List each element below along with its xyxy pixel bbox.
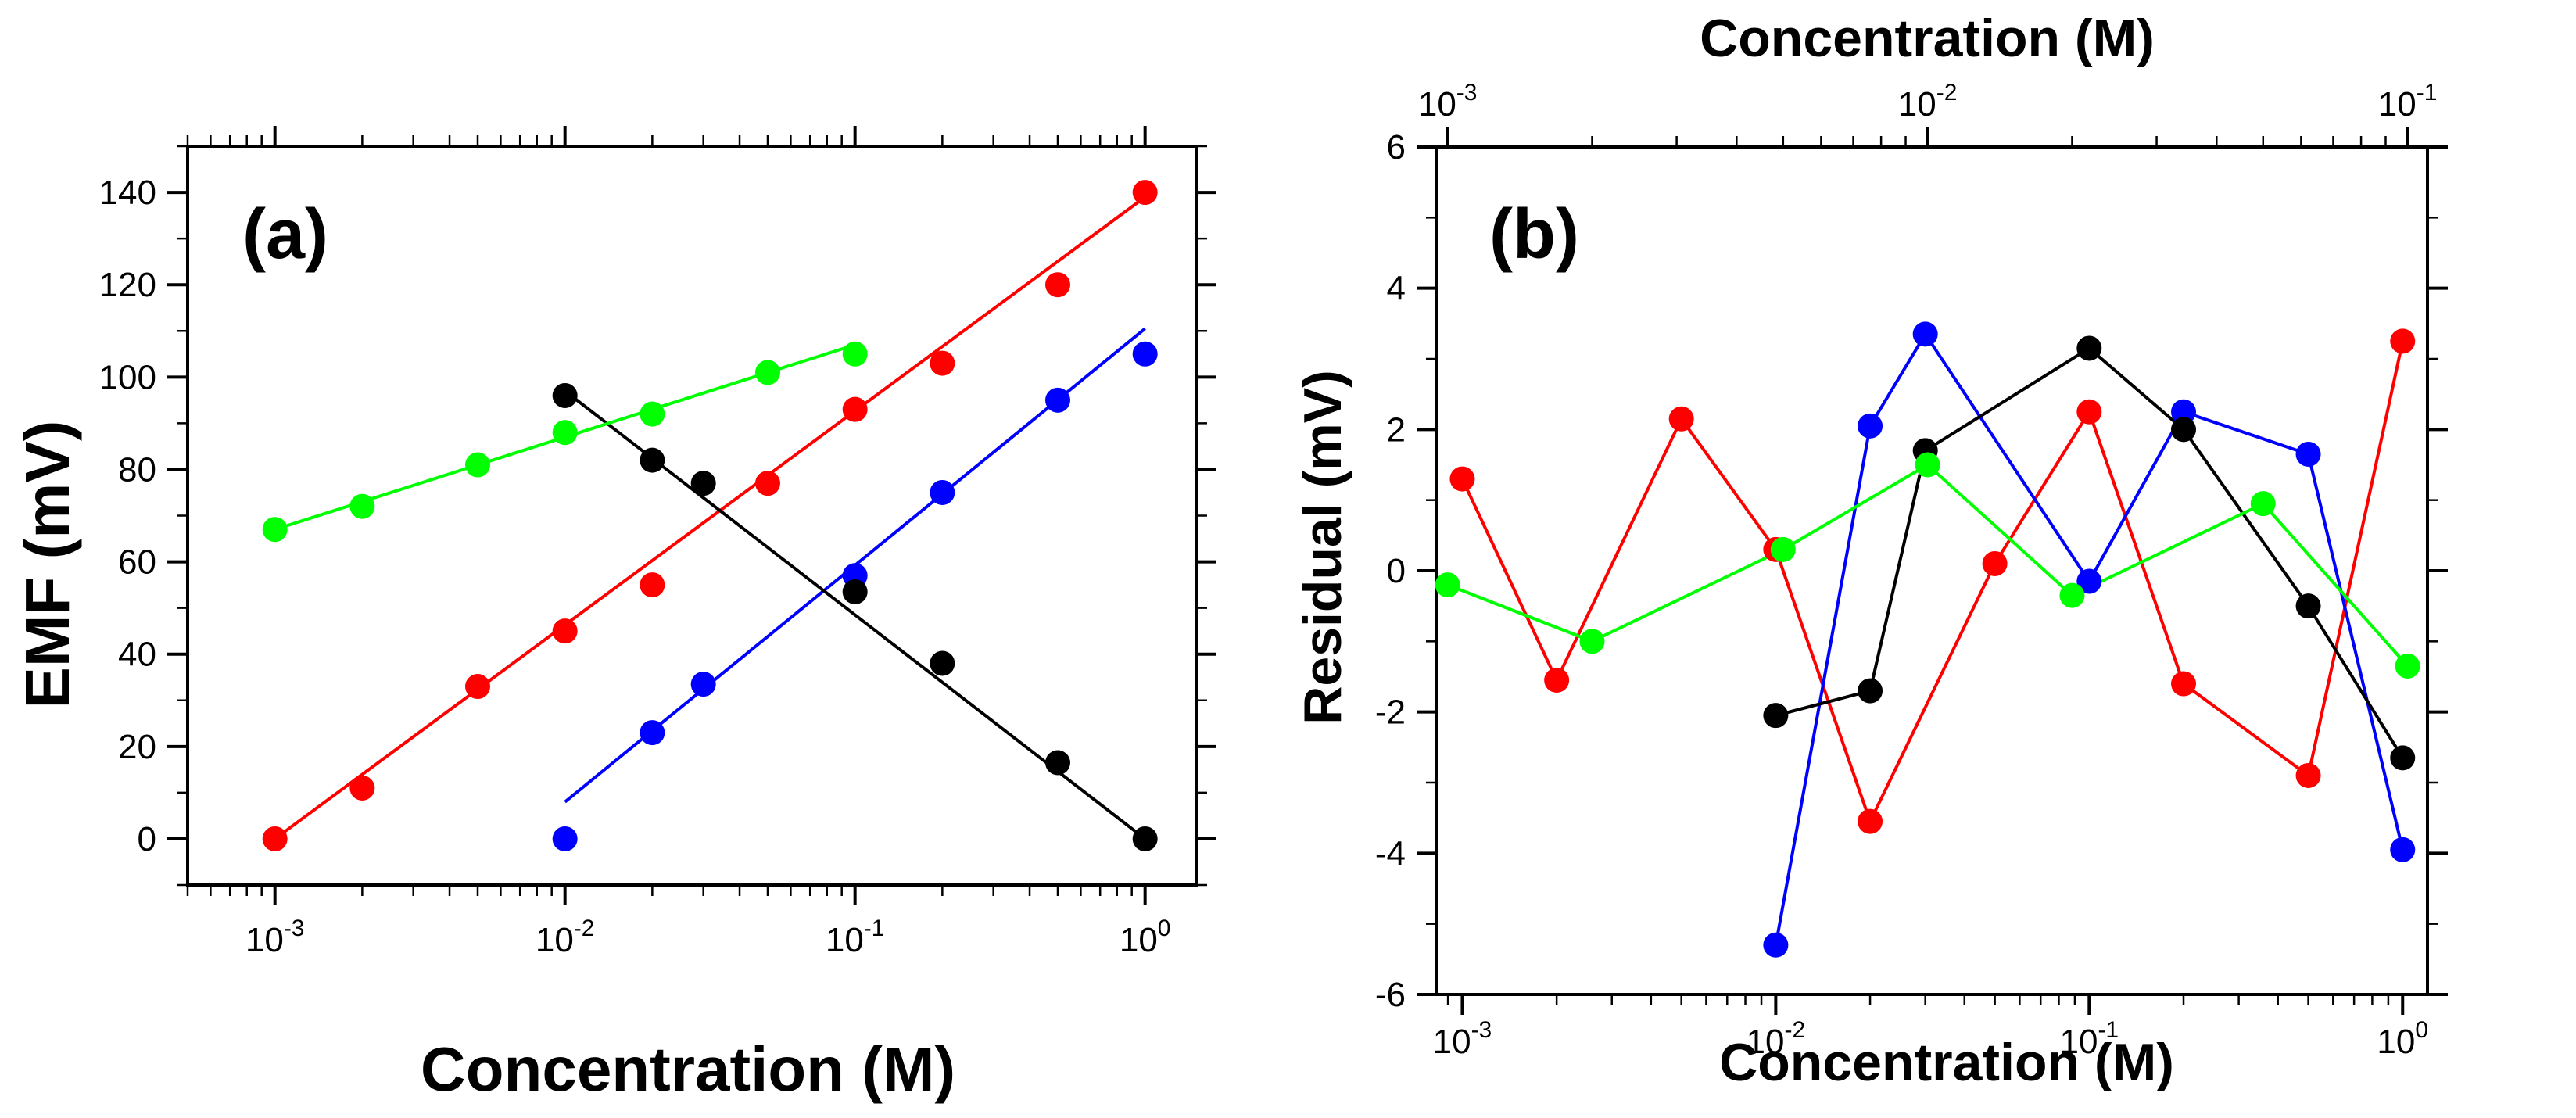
panel-b-point-blue <box>2390 837 2416 862</box>
panel-b-point-black <box>1763 703 1789 729</box>
panel-a-point-red <box>349 775 375 801</box>
panel-a-point-green <box>552 420 578 446</box>
panel-a-point-green <box>349 493 375 519</box>
panel-a-point-red <box>262 826 288 851</box>
panel-b-point-red <box>2295 762 2321 788</box>
panel-b-frame <box>1435 145 2429 996</box>
panel-a-point-black <box>552 382 578 408</box>
panel-a-point-black <box>640 447 665 473</box>
panel-b-ytick-label: 0 <box>1387 552 1406 590</box>
panel-a-xlabel: Concentration (M) <box>421 1034 955 1104</box>
panel-a-point-red <box>640 572 665 598</box>
panel-b-x2tick-label: 10-3 <box>1418 80 1478 124</box>
panel-b-point-green <box>2250 491 2276 517</box>
panel-b-point-red <box>1449 466 1475 492</box>
panel-a-point-black <box>930 650 955 676</box>
panel-b-ytick-label: 2 <box>1387 410 1406 449</box>
panel-b-x2tick-label: 10-1 <box>2378 80 2438 124</box>
panel-a-point-blue <box>930 479 955 505</box>
panel-b-point-red <box>2171 671 2197 697</box>
panel-b-x2tick-label: 10-2 <box>1898 80 1958 124</box>
panel-b-ytick-label: -4 <box>1375 834 1406 873</box>
panel-a-ytick-label: 80 <box>118 450 156 489</box>
panel-b-xtick-label: 100 <box>2377 1017 2428 1061</box>
panel-a-point-black <box>690 471 716 496</box>
panel-b-ytick-label: 4 <box>1387 270 1406 308</box>
panel-b-point-red <box>1668 406 1694 432</box>
panel-b-point-black <box>1858 678 1883 704</box>
panel-a-ylabel: EMF (mV) <box>13 421 82 709</box>
panel-a-ytick-label: 100 <box>99 358 156 396</box>
panel-a-ytick-label: 140 <box>99 174 156 212</box>
panel-b-series-line-red <box>1460 340 2405 826</box>
panel-b: (b) Concentration (M) Concentration (M) … <box>1293 9 2448 1092</box>
panel-b-point-red <box>2390 328 2416 354</box>
panel-a-xtick-label: 10-2 <box>536 916 595 959</box>
panel-b-point-blue <box>2171 399 2197 425</box>
panel-a-label: (a) <box>242 195 328 274</box>
panel-b-point-green <box>1915 452 1940 478</box>
panel-b-point-green <box>1579 629 1605 654</box>
panel-b-point-blue <box>1763 932 1789 958</box>
panel-b-xtick-label: 10-3 <box>1433 1017 1492 1061</box>
panel-a-ytick-label: 40 <box>118 636 156 674</box>
panel-a-point-red <box>1132 180 1158 206</box>
panel-a-xtick-label: 10-1 <box>826 916 885 959</box>
panel-a-fit-line-red <box>274 195 1146 840</box>
panel-a-point-red <box>1044 272 1070 298</box>
panel-b-x2label: Concentration (M) <box>1700 9 2155 68</box>
panel-a-point-green <box>464 452 490 478</box>
panel-a-point-blue <box>690 672 716 697</box>
panel-a-xtick-label: 10-3 <box>245 916 305 959</box>
panel-a-xtick-label: 100 <box>1120 916 1171 959</box>
panel-b-point-green <box>2059 582 2085 608</box>
panel-b-point-red <box>1982 550 2008 576</box>
panel-b-point-red <box>2076 399 2102 425</box>
panel-a-point-black <box>1132 826 1158 851</box>
panel-a-ytick-label: 120 <box>99 266 156 304</box>
panel-a-point-black <box>842 579 868 604</box>
panel-b-point-blue <box>2076 568 2102 594</box>
panel-a-ytick-label: 20 <box>118 728 156 766</box>
panel-b-ylabel: Residual (mV) <box>1293 370 1352 724</box>
panel-a-point-green <box>754 360 780 385</box>
panel-b-point-blue <box>1912 321 1938 347</box>
panel-b-ytick-label: -2 <box>1375 693 1406 732</box>
panel-a-ytick-label: 0 <box>138 820 156 858</box>
panel-b-point-black <box>2390 745 2416 771</box>
panel-a-point-red <box>464 674 490 700</box>
panel-a-point-black <box>1044 750 1070 776</box>
panel-b-point-blue <box>2295 441 2321 467</box>
panel-a-point-red <box>754 471 780 496</box>
panel-b-xtick-label: 10-2 <box>1747 1017 1806 1061</box>
panel-b-point-green <box>2395 653 2420 679</box>
panel-a-point-blue <box>640 720 665 746</box>
panel-a-point-red <box>552 618 578 644</box>
panel-b-point-red <box>1858 808 1883 834</box>
panel-a-ytick-label: 60 <box>118 543 156 582</box>
panel-a-point-blue <box>1132 341 1158 367</box>
panel-a-point-red <box>842 396 868 422</box>
panel-a-point-red <box>930 350 955 376</box>
panel-a-point-green <box>842 341 868 367</box>
panel-a: (a) Concentration (M) EMF (mV) 0 20 40 60 80… <box>13 126 1216 1104</box>
panel-a-point-blue <box>552 826 578 851</box>
panel-b-label: (b) <box>1489 195 1579 274</box>
panel-b-point-red <box>1544 668 1570 693</box>
panel-b-point-black <box>2076 335 2102 361</box>
panel-b-point-blue <box>1858 413 1883 439</box>
panel-a-point-green <box>262 517 288 543</box>
panel-b-point-black <box>2171 417 2197 443</box>
panel-b-xlabel: Concentration (M) <box>1719 1033 2174 1092</box>
panel-a-point-blue <box>1044 387 1070 413</box>
panel-b-point-green <box>1435 572 1460 598</box>
panel-a-point-green <box>640 401 665 427</box>
panel-b-xtick-label: 10-1 <box>2059 1017 2119 1061</box>
panel-b-point-green <box>1770 536 1796 562</box>
panel-b-point-black <box>2295 593 2321 619</box>
panel-b-ytick-label: -6 <box>1375 976 1406 1014</box>
panel-a-frame <box>186 145 1198 887</box>
panel-b-ytick-label: 6 <box>1387 128 1406 167</box>
